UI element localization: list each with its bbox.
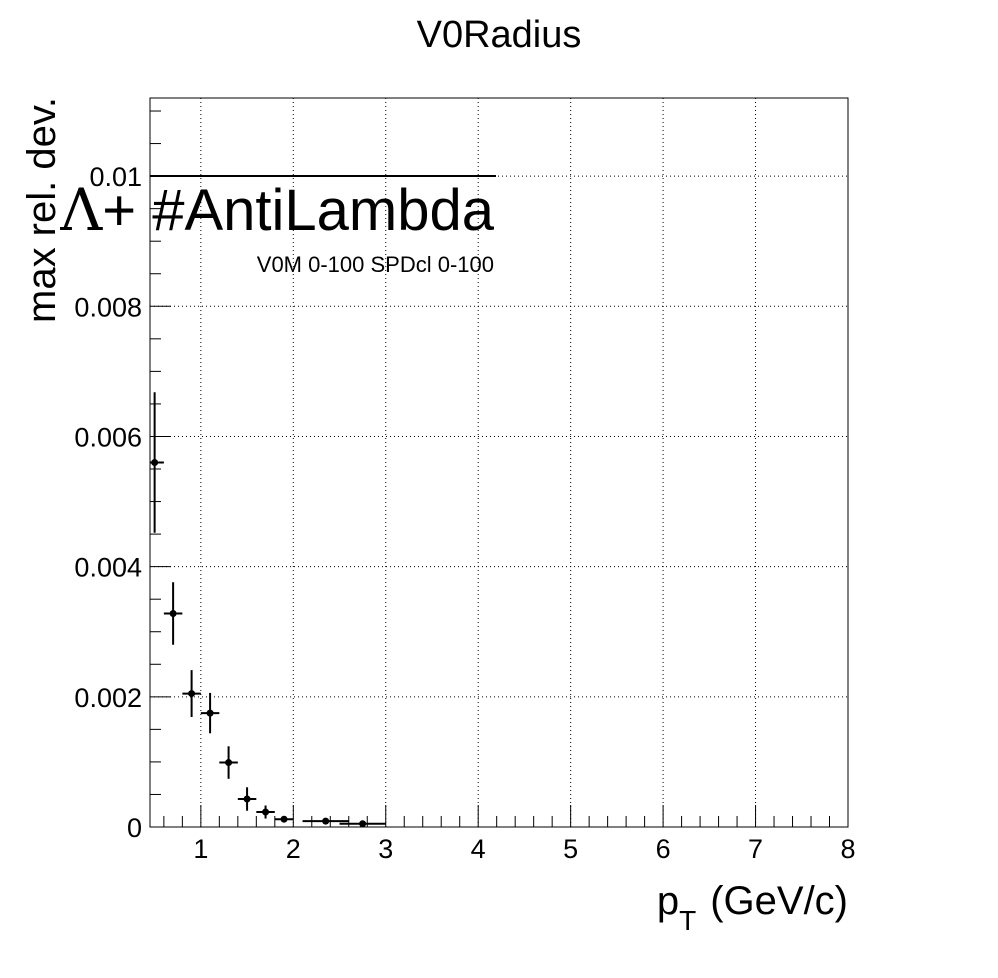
y-tick-label: 0.004 <box>74 553 142 583</box>
x-tick-label: 7 <box>748 834 763 864</box>
point-marker <box>243 795 251 803</box>
point-marker <box>151 459 159 466</box>
data-point <box>200 692 220 734</box>
x-tick-label: 3 <box>378 834 393 864</box>
data-point <box>219 746 238 779</box>
data-point <box>150 392 164 533</box>
point-marker <box>262 808 270 816</box>
data-point <box>163 582 183 645</box>
point-marker <box>359 820 367 828</box>
y-tick-label: 0.006 <box>74 422 142 452</box>
x-tick-label: 8 <box>840 834 855 864</box>
y-tick-label: 0.002 <box>74 683 142 713</box>
point-marker <box>322 817 330 825</box>
x-tick-label: 4 <box>471 834 486 864</box>
y-tick-label: 0 <box>127 813 142 843</box>
x-tick-label: 6 <box>656 834 671 864</box>
data-point <box>339 820 386 828</box>
point-marker <box>206 709 214 717</box>
point-marker <box>188 690 196 698</box>
data-point <box>182 670 201 717</box>
data-point <box>237 787 257 811</box>
legend: Λ+ #AntiLambda V0M 0-100 SPDcl 0-100 <box>59 175 496 277</box>
ticks-layer: 1 2 3 4 5 6 7 8 0 0.002 0.004 0.006 0.008 0.01 <box>74 110 856 864</box>
data-point <box>274 815 294 823</box>
x-axis-title-subscript: T <box>679 905 696 936</box>
x-tick-label: 1 <box>193 834 208 864</box>
point-marker <box>169 610 177 618</box>
chart-title: V0Radius <box>417 14 582 56</box>
y-axis-title: max rel. dev. <box>20 97 64 323</box>
x-axis-title: pT (GeV/c) <box>657 879 848 936</box>
y-tick-label: 0.008 <box>74 292 142 322</box>
data-point <box>256 805 275 819</box>
x-tick-label: 2 <box>286 834 301 864</box>
y-tick-label: 0.01 <box>89 162 142 192</box>
legend-symbol: Λ <box>59 176 103 244</box>
legend-subtitle: V0M 0-100 SPDcl 0-100 <box>257 252 494 277</box>
x-tick-label: 5 <box>563 834 578 864</box>
x-axis-title-symbol: p <box>657 879 679 923</box>
legend-entry-label: + #AntiLambda <box>102 178 495 243</box>
point-marker <box>225 759 233 767</box>
x-axis-title-unit: (GeV/c) <box>710 879 848 923</box>
data-points <box>150 392 386 828</box>
data-point <box>302 817 349 825</box>
legend-entry: Λ+ #AntiLambda <box>59 176 494 244</box>
point-marker <box>280 815 288 823</box>
